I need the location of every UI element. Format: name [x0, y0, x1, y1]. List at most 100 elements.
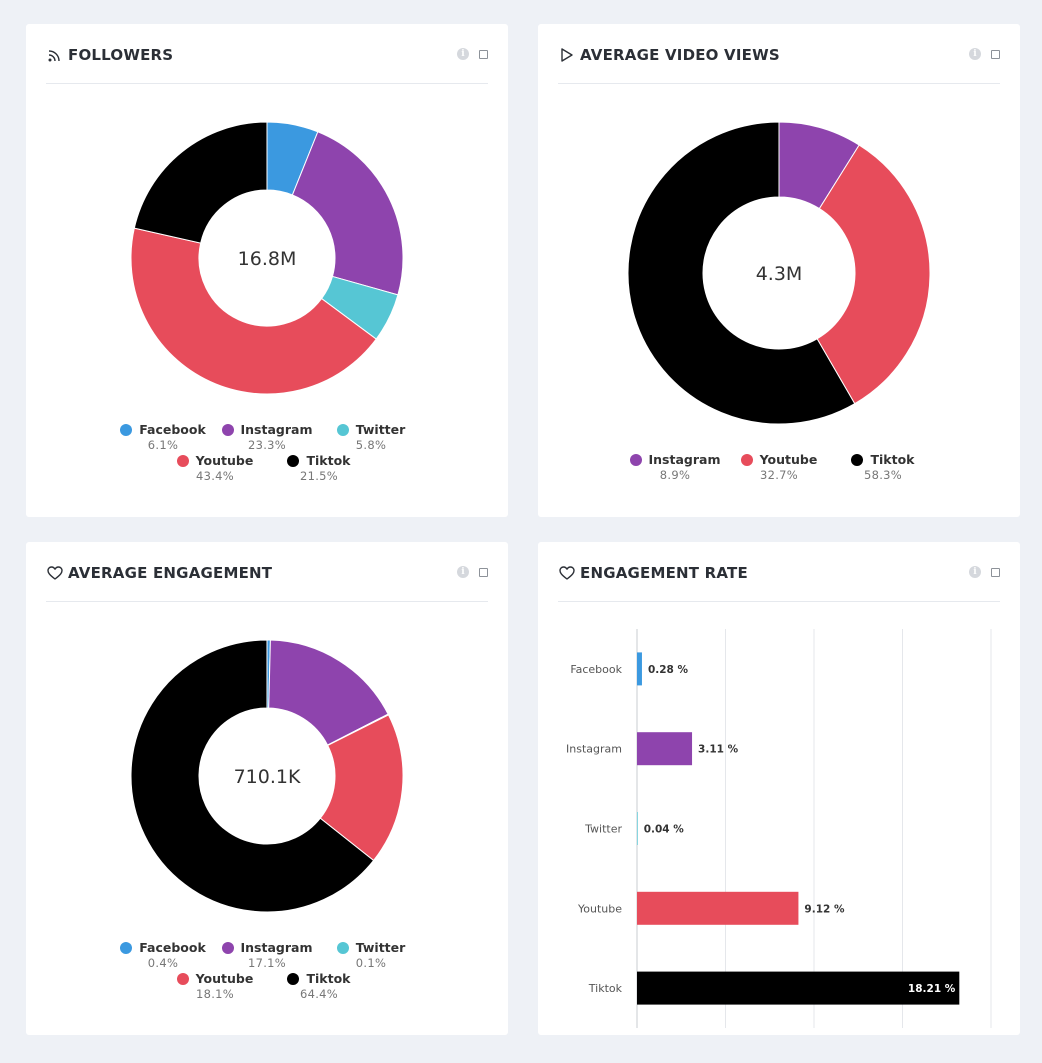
expand-icon[interactable]	[991, 49, 1000, 59]
engagement-legend: Facebook 0.4% Instagram 17.1% Twitter 0.1% You…	[26, 940, 508, 1002]
donut-slice-youtube[interactable]	[130, 227, 377, 395]
bar-instagram[interactable]	[637, 732, 693, 766]
legend-item-tiktok[interactable]: Tiktok 64.4%	[267, 971, 371, 1001]
bar-value-label: 9.12 %	[804, 903, 845, 915]
x-tick-label: 10	[807, 1033, 821, 1035]
followers-card: FOLLOWERS i 16.8M Facebook 6.1% Instagram 2…	[26, 24, 508, 517]
legend-dot-icon	[287, 972, 300, 985]
views-legend: Instagram 8.9% Youtube 32.7% Tiktok 58.3%	[538, 452, 1020, 483]
donut-slice-tiktok[interactable]	[627, 121, 856, 425]
bar-value-label: 0.04 %	[644, 824, 685, 836]
donut-slice-tiktok[interactable]	[130, 639, 375, 913]
legend-label: Youtube	[195, 971, 254, 986]
rate-card: ENGAGEMENT RATE i 0 5 10 15 20 Facebook 0.28 %…	[538, 542, 1020, 1035]
legend-dot-icon	[221, 423, 234, 436]
play-icon	[561, 48, 573, 62]
legend-item-instagram[interactable]: Instagram 17.1%	[215, 940, 319, 970]
x-tick-label: 5	[722, 1033, 729, 1035]
heart-icon	[559, 566, 575, 580]
legend-dot-icon	[120, 423, 133, 436]
legend-label: Facebook	[139, 422, 206, 437]
legend-item-tiktok[interactable]: Tiktok 21.5%	[267, 453, 371, 483]
rss-icon	[48, 50, 60, 62]
donut-slice-instagram[interactable]	[268, 639, 389, 746]
legend-percent: 21.5%	[299, 469, 339, 483]
legend-item-youtube[interactable]: Youtube 18.1%	[163, 971, 267, 1001]
card-title-text: ENGAGEMENT RATE	[580, 564, 748, 582]
info-icon[interactable]: i	[969, 566, 981, 578]
legend-label: Youtube	[195, 453, 254, 468]
x-tick-label: 0	[634, 1033, 641, 1035]
card-title: FOLLOWERS	[46, 46, 173, 64]
legend-dot-icon	[287, 454, 300, 467]
legend-percent: 58.3%	[863, 468, 903, 482]
legend-item-instagram[interactable]: Instagram 23.3%	[215, 422, 319, 452]
info-icon[interactable]: i	[457, 48, 469, 60]
card-header: ENGAGEMENT RATE i	[558, 542, 1000, 602]
legend-item-facebook[interactable]: Facebook 6.1%	[111, 422, 215, 452]
card-title: AVERAGE ENGAGEMENT	[46, 564, 272, 582]
legend-dot-icon	[176, 454, 189, 467]
bar-tiktok[interactable]	[637, 971, 960, 1005]
legend-label: Instagram	[240, 422, 313, 437]
legend-dot-icon	[221, 941, 234, 954]
legend-dot-icon	[120, 941, 133, 954]
legend-dot-icon	[176, 972, 189, 985]
y-category-label: Youtube	[577, 902, 622, 915]
legend-item-tiktok[interactable]: Tiktok 58.3%	[831, 452, 935, 482]
y-category-label: Twitter	[584, 823, 622, 836]
engagement-rate-bar-chart: 0 5 10 15 20 Facebook 0.28 % Instagram 3.11 % Twi…	[566, 629, 998, 1035]
legend-percent: 0.4%	[147, 956, 179, 970]
legend-item-youtube[interactable]: Youtube 43.4%	[163, 453, 267, 483]
donut-center-total: 710.1K	[234, 766, 301, 788]
legend-row: Facebook 0.4% Instagram 17.1% Twitter 0.1%	[111, 940, 423, 971]
expand-icon[interactable]	[479, 49, 488, 59]
card-title-text: AVERAGE ENGAGEMENT	[68, 564, 273, 582]
expand-icon[interactable]	[479, 567, 488, 577]
y-category-label: Tiktok	[588, 982, 623, 995]
bar-value-label: 0.28 %	[648, 664, 689, 676]
legend-percent: 23.3%	[247, 438, 287, 452]
donut-slice-instagram[interactable]	[291, 131, 404, 296]
x-tick-label: 20	[984, 1033, 998, 1035]
legend-label: Instagram	[648, 452, 721, 467]
legend-dot-icon	[336, 941, 349, 954]
legend-percent: 43.4%	[195, 469, 235, 483]
legend-item-twitter[interactable]: Twitter 5.8%	[319, 422, 423, 452]
bar-youtube[interactable]	[637, 891, 799, 925]
heart-icon	[47, 566, 63, 580]
info-icon[interactable]: i	[969, 48, 981, 60]
engagement-card: AVERAGE ENGAGEMENT i 710.1K Facebook 0.4%…	[26, 542, 508, 1035]
card-title: ENGAGEMENT RATE	[558, 564, 748, 582]
legend-row: Youtube 18.1% Tiktok 64.4%	[163, 971, 371, 1002]
bar-facebook[interactable]	[637, 652, 642, 686]
expand-icon[interactable]	[991, 567, 1000, 577]
followers-legend: Facebook 6.1% Instagram 23.3% Twitter 5.8% You…	[26, 422, 508, 484]
legend-label: Youtube	[759, 452, 818, 467]
bar-twitter[interactable]	[637, 812, 638, 845]
legend-label: Twitter	[355, 940, 406, 955]
info-icon[interactable]: i	[457, 566, 469, 578]
donut-slice-tiktok[interactable]	[133, 121, 268, 244]
legend-label: Tiktok	[870, 452, 915, 467]
y-category-label: Instagram	[566, 743, 622, 756]
followers-donut-chart: 16.8M	[130, 121, 404, 395]
legend-label: Facebook	[139, 940, 206, 955]
legend-label: Instagram	[240, 940, 313, 955]
legend-percent: 32.7%	[759, 468, 799, 482]
legend-percent: 64.4%	[299, 987, 339, 1001]
card-title-text: AVERAGE VIDEO VIEWS	[580, 46, 780, 64]
legend-dot-icon	[336, 423, 349, 436]
legend-item-twitter[interactable]: Twitter 0.1%	[319, 940, 423, 970]
legend-percent: 5.8%	[355, 438, 387, 452]
legend-percent: 17.1%	[247, 956, 287, 970]
donut-slice-youtube[interactable]	[816, 144, 931, 405]
legend-item-youtube[interactable]: Youtube 32.7%	[727, 452, 831, 482]
legend-label: Tiktok	[306, 971, 351, 986]
legend-dot-icon	[629, 453, 642, 466]
legend-label: Tiktok	[306, 453, 351, 468]
legend-item-instagram[interactable]: Instagram 8.9%	[623, 452, 727, 482]
engagement-donut-chart: 710.1K	[130, 639, 404, 913]
legend-item-facebook[interactable]: Facebook 0.4%	[111, 940, 215, 970]
card-header: AVERAGE VIDEO VIEWS i	[558, 24, 1000, 84]
